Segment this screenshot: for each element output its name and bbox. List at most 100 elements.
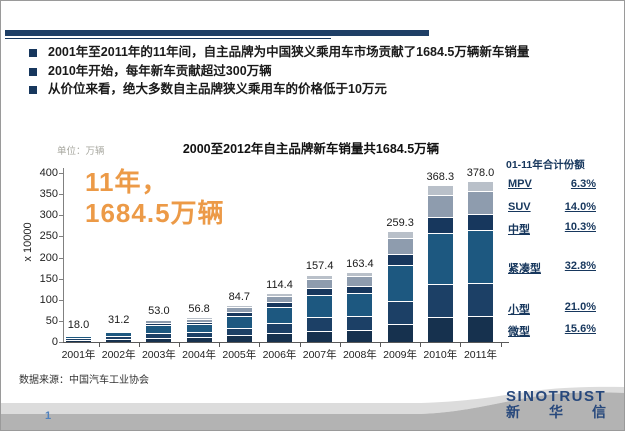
bar-segment-MPV xyxy=(66,333,91,335)
legend-label: 紧凑型 xyxy=(508,263,541,275)
bar-segment-小型 xyxy=(146,333,172,339)
bar-segment-SUV xyxy=(307,279,333,289)
bar-segment-小型 xyxy=(387,301,413,325)
bullet-item: 从价位来看，绝大多数自主品牌狭义乘用车的价格低于10万元 xyxy=(29,82,614,97)
bar-segment-微型 xyxy=(146,338,172,342)
legend-item-紧凑型: 紧凑型 32.8% xyxy=(508,260,596,276)
bar-segment-MPV xyxy=(106,328,132,330)
legend-item-SUV: SUV 14.0% xyxy=(508,201,596,213)
bar-segment-MPV xyxy=(186,318,212,320)
y-tick-label: 300 xyxy=(39,209,58,222)
chart-annotation: 11年， 1684.5万辆 xyxy=(85,167,225,229)
bar-segment-中型 xyxy=(468,214,493,232)
bar-segment-小型 xyxy=(347,316,373,332)
legend-label: 微型 xyxy=(508,326,530,338)
y-tick-mark xyxy=(59,342,63,343)
y-tick-mark xyxy=(59,236,63,238)
legend-value: 14.0% xyxy=(564,201,596,213)
x-tick-mark xyxy=(500,343,502,347)
x-axis-category-label: 2010年 xyxy=(423,349,458,361)
bar-segment-SUV xyxy=(186,319,212,323)
legend-label: 中型 xyxy=(508,224,530,236)
logo-text-cn: 新华信 xyxy=(506,404,625,420)
bar-segment-微型 xyxy=(267,334,292,342)
bar-value-label: 114.4 xyxy=(266,278,293,291)
y-tick-label: 0 xyxy=(51,336,58,348)
y-tick-mark xyxy=(59,278,63,280)
footer-swoosh-light xyxy=(1,386,624,414)
bar-segment-微型 xyxy=(226,336,252,342)
bar-segment-紧凑型 xyxy=(106,332,132,338)
bar-segment-紧凑型 xyxy=(66,336,91,340)
sinotrust-logo: SINOTRUST 新华信 xyxy=(506,389,625,420)
footer-swoosh-graphic xyxy=(1,386,624,430)
y-tick-label: 150 xyxy=(39,272,58,285)
bar-segment-紧凑型 xyxy=(307,295,333,318)
x-axis-category-label: 2006年 xyxy=(262,349,297,361)
bar-segment-微型 xyxy=(307,331,333,342)
bar-2010年 xyxy=(427,186,453,342)
bar-2004年 xyxy=(186,318,212,342)
y-tick-mark xyxy=(59,173,63,174)
x-tick-mark xyxy=(179,343,180,347)
bar-segment-MPV xyxy=(427,186,453,197)
y-tick-label: 100 xyxy=(39,293,58,306)
x-axis-line xyxy=(59,342,509,343)
bar-2009年 xyxy=(387,232,413,342)
bar-segment-SUV xyxy=(146,321,172,325)
y-tick-label: 250 xyxy=(39,230,58,243)
bar-segment-小型 xyxy=(307,317,333,332)
footer-swoosh-dark xyxy=(1,392,624,430)
bar-value-label: 157.4 xyxy=(305,260,334,273)
bar-segment-小型 xyxy=(267,324,292,335)
bar-segment-微型 xyxy=(468,317,493,342)
y-tick-label: 50 xyxy=(45,314,58,327)
legend-value: 32.8% xyxy=(564,260,596,272)
bar-segment-紧凑型 xyxy=(427,234,453,286)
legend-header: 01-11年合计份额 xyxy=(506,159,585,171)
bar-segment-SUV xyxy=(226,308,252,314)
bar-value-label: 53.0 xyxy=(148,304,170,317)
bar-2001年 xyxy=(66,333,91,342)
y-tick-mark xyxy=(59,215,63,217)
bar-value-label: 378.0 xyxy=(466,167,495,180)
bullet-text: 2001年至2011年的11年间，自主品牌为中国狭义乘用车市场贡献了1684.5… xyxy=(48,45,530,59)
bar-segment-SUV xyxy=(347,277,373,287)
x-axis-category-label: 2003年 xyxy=(141,349,176,361)
bullet-square-icon xyxy=(29,49,37,57)
bullet-item: 2010年开始，每年新车贡献超过300万辆 xyxy=(29,64,614,79)
legend-value: 6.3% xyxy=(570,178,596,190)
bar-2003年 xyxy=(146,319,172,342)
y-tick-mark xyxy=(59,320,63,322)
title-divider-rule-thin xyxy=(5,38,331,39)
bar-segment-SUV xyxy=(468,192,493,215)
bar-segment-SUV xyxy=(106,329,132,332)
bullet-square-icon xyxy=(29,86,37,94)
legend-value: 21.0% xyxy=(564,301,596,313)
bar-segment-微型 xyxy=(186,338,212,342)
legend-item-中型: 中型 10.3% xyxy=(508,221,596,237)
bar-segment-小型 xyxy=(66,339,91,341)
bar-segment-MPV xyxy=(468,182,493,193)
bar-value-label: 56.8 xyxy=(188,303,210,315)
bar-segment-中型 xyxy=(427,217,453,234)
bar-value-label: 259.3 xyxy=(386,217,414,230)
legend-item-小型: 小型 21.0% xyxy=(508,301,596,317)
bullet-item: 2001年至2011年的11年间，自主品牌为中国狭义乘用车市场贡献了1684.5… xyxy=(29,45,614,60)
bullet-text: 2010年开始，每年新车贡献超过300万辆 xyxy=(48,63,272,78)
x-axis-category-label: 2009年 xyxy=(383,349,418,361)
x-tick-mark xyxy=(138,343,140,347)
bar-segment-紧凑型 xyxy=(387,265,413,302)
bullet-text: 从价位来看，绝大多数自主品牌狭义乘用车的价格低于10万元 xyxy=(48,82,387,96)
chart-title: 2000至2012年自主品牌新车销量共1684.5万辆 xyxy=(182,142,440,156)
bar-segment-中型 xyxy=(186,322,212,326)
x-axis-category-label: 2002年 xyxy=(101,349,136,361)
bar-segment-中型 xyxy=(267,303,292,309)
bar-segment-微型 xyxy=(387,324,413,342)
bar-segment-小型 xyxy=(468,283,493,318)
x-tick-mark xyxy=(219,343,221,347)
x-tick-mark xyxy=(98,343,100,347)
bar-segment-MPV xyxy=(347,272,373,278)
y-tick-mark xyxy=(59,299,63,301)
x-tick-mark xyxy=(339,343,341,347)
